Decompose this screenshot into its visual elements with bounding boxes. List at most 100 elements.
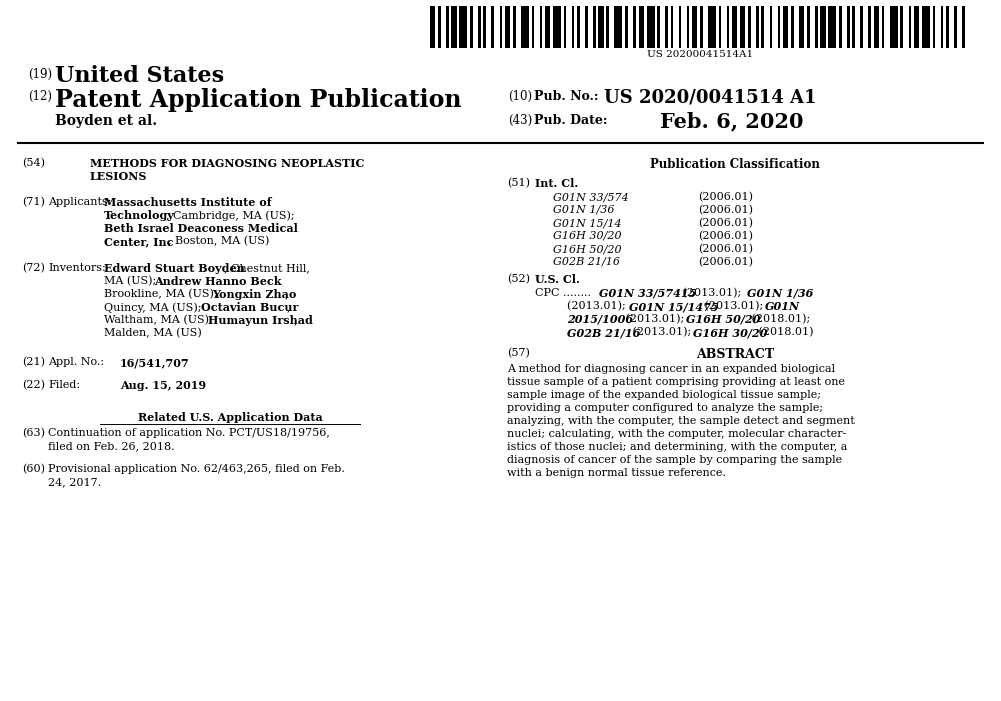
Bar [658, 6, 660, 48]
Bar [783, 6, 788, 48]
Bar [572, 6, 575, 48]
Text: Center, Inc: Center, Inc [104, 236, 173, 247]
Text: G01N 15/14: G01N 15/14 [553, 218, 622, 228]
Bar [577, 6, 580, 48]
Text: (21): (21) [22, 357, 45, 367]
Bar [799, 6, 804, 48]
Bar [666, 6, 668, 48]
Bar [679, 6, 682, 48]
Bar [815, 6, 818, 48]
Text: Aug. 15, 2019: Aug. 15, 2019 [120, 380, 206, 391]
Bar [505, 6, 511, 48]
Text: (43): (43) [508, 114, 533, 127]
Text: (71): (71) [22, 197, 45, 207]
Text: United States: United States [55, 65, 224, 87]
Bar [922, 6, 930, 48]
Text: (2018.01);: (2018.01); [748, 314, 810, 325]
Text: (2013.01);: (2013.01); [567, 301, 630, 311]
Bar [639, 6, 644, 48]
Text: 24, 2017.: 24, 2017. [48, 477, 101, 487]
Text: (57): (57) [507, 348, 530, 358]
Text: G16H 50/20: G16H 50/20 [686, 314, 761, 325]
Bar [778, 6, 780, 48]
Text: (2006.01): (2006.01) [698, 205, 753, 215]
Text: Yongxin Zhao: Yongxin Zhao [212, 289, 296, 300]
Text: G02B 21/16: G02B 21/16 [567, 327, 641, 338]
Bar [941, 6, 943, 48]
Text: Technology: Technology [104, 210, 175, 221]
Text: Edward Stuart Boyden: Edward Stuart Boyden [104, 263, 245, 274]
Bar [828, 6, 837, 48]
Bar [671, 6, 674, 48]
Bar [933, 6, 935, 48]
Bar [946, 6, 949, 48]
Bar [820, 6, 826, 48]
Text: G02B 21/16: G02B 21/16 [553, 257, 620, 267]
Text: (72): (72) [22, 263, 45, 273]
Bar [901, 6, 903, 48]
Text: 2015/1006: 2015/1006 [567, 314, 633, 325]
Bar [540, 6, 543, 48]
Text: tissue sample of a patient comprising providing at least one: tissue sample of a patient comprising pr… [507, 377, 845, 387]
Text: G16H 50/20: G16H 50/20 [553, 244, 622, 254]
Text: Related U.S. Application Data: Related U.S. Application Data [137, 412, 322, 423]
Text: , Boston, MA (US): , Boston, MA (US) [168, 236, 269, 246]
Bar [585, 6, 588, 48]
Text: US 20200041514A1: US 20200041514A1 [647, 50, 753, 59]
Bar [430, 6, 435, 48]
Bar [762, 6, 764, 48]
Text: CPC ........: CPC ........ [535, 288, 591, 298]
Bar [839, 6, 842, 48]
Bar [770, 6, 772, 48]
Text: filed on Feb. 26, 2018.: filed on Feb. 26, 2018. [48, 441, 174, 451]
Text: Pub. Date:: Pub. Date: [534, 114, 608, 127]
Bar [459, 6, 467, 48]
Text: ABSTRACT: ABSTRACT [696, 348, 774, 361]
Text: (60): (60) [22, 464, 45, 475]
Text: G01N 1/36: G01N 1/36 [747, 288, 814, 299]
Bar [478, 6, 480, 48]
Text: Octavian Bucur: Octavian Bucur [201, 302, 298, 313]
Text: U.S. Cl.: U.S. Cl. [535, 274, 580, 285]
Text: sample image of the expanded biological tissue sample;: sample image of the expanded biological … [507, 390, 821, 400]
Bar [615, 6, 623, 48]
Text: (63): (63) [22, 428, 45, 438]
Bar [470, 6, 472, 48]
Text: Malden, MA (US): Malden, MA (US) [104, 328, 202, 339]
Text: (2006.01): (2006.01) [698, 244, 753, 254]
Text: ,: , [285, 289, 288, 299]
Text: Brookline, MA (US);: Brookline, MA (US); [104, 289, 221, 299]
Bar [740, 6, 746, 48]
Text: 16/541,707: 16/541,707 [120, 357, 189, 368]
Text: G16H 30/20: G16H 30/20 [553, 231, 622, 241]
Text: METHODS FOR DIAGNOSING NEOPLASTIC: METHODS FOR DIAGNOSING NEOPLASTIC [90, 158, 364, 169]
Text: Massachusetts Institute of: Massachusetts Institute of [104, 197, 271, 208]
Text: (2018.01): (2018.01) [755, 327, 814, 337]
Bar [532, 6, 535, 48]
Text: Humayun Irshad: Humayun Irshad [208, 315, 313, 326]
Bar [882, 6, 885, 48]
Bar [521, 6, 529, 48]
Text: (2013.01);: (2013.01); [629, 327, 695, 337]
Text: Patent Application Publication: Patent Application Publication [55, 88, 461, 112]
Text: Provisional application No. 62/463,265, filed on Feb.: Provisional application No. 62/463,265, … [48, 464, 345, 474]
Bar [708, 6, 716, 48]
Bar [692, 6, 698, 48]
Text: ,: , [287, 302, 290, 312]
Bar [634, 6, 636, 48]
Text: US 2020/0041514 A1: US 2020/0041514 A1 [604, 88, 817, 106]
Text: istics of those nuclei; and determining, with the computer, a: istics of those nuclei; and determining,… [507, 442, 848, 452]
Text: (2013.01);: (2013.01); [679, 288, 745, 299]
Bar [914, 6, 919, 48]
Bar [890, 6, 898, 48]
Text: Continuation of application No. PCT/US18/19756,: Continuation of application No. PCT/US18… [48, 428, 330, 438]
Text: Pub. No.:: Pub. No.: [534, 90, 599, 103]
Text: Boyden et al.: Boyden et al. [55, 114, 157, 128]
Bar [451, 6, 456, 48]
Bar [807, 6, 810, 48]
Bar [756, 6, 759, 48]
Text: (2013.01);: (2013.01); [701, 301, 767, 311]
Bar [727, 6, 730, 48]
Text: nuclei; calculating, with the computer, molecular character-: nuclei; calculating, with the computer, … [507, 429, 847, 439]
Bar [861, 6, 863, 48]
